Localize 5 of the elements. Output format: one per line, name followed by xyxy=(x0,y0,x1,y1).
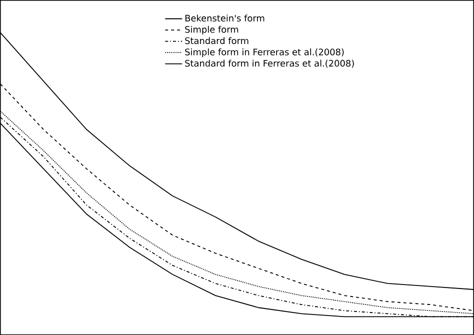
legend-label: Bekenstein's form xyxy=(185,14,264,22)
legend-label: Simple form xyxy=(185,26,238,34)
legend-label: Standard form xyxy=(185,37,248,44)
legend-label: Standard form in Ferreras et al.(2008) xyxy=(185,60,354,68)
legend-label: Simple form in Ferreras et al.(2008) xyxy=(185,48,344,57)
